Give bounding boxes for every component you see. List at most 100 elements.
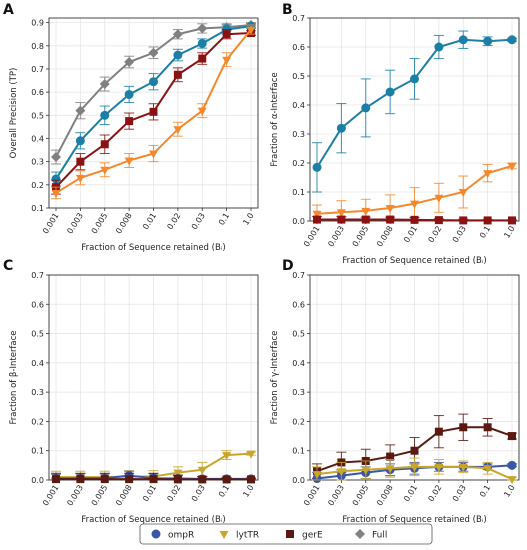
y-tick-label: 0.4 <box>292 359 305 368</box>
y-tick-label: 0.4 <box>31 134 44 143</box>
data-point <box>173 469 183 478</box>
panel-C: C 0.0 0.1 0.2 0.3 0.4 0.5 0.6 0.7 0.001 0.003 0.005… <box>3 258 259 525</box>
data-point <box>458 463 468 472</box>
data-point <box>507 35 517 45</box>
x-axis-label: Fraction of Sequence retained (Bᵢ) <box>81 243 225 253</box>
y-tick-label: 0.2 <box>292 159 305 168</box>
y-tick-label: 0.1 <box>31 447 44 456</box>
x-axis-label: Fraction of Sequence retained (Bᵢ) <box>342 256 486 266</box>
data-point <box>125 117 134 126</box>
legend-marker <box>151 529 161 539</box>
legend-marker <box>355 529 365 539</box>
y-tick-label: 0.6 <box>292 43 305 52</box>
y-tick-label: 0.1 <box>292 447 305 456</box>
x-tick-label: 0.01 <box>141 483 158 503</box>
x-tick-label: 0.02 <box>165 483 182 503</box>
legend-marker <box>219 531 229 539</box>
y-axis-label: Fraction of α-Interface <box>270 72 280 166</box>
data-point <box>149 107 158 116</box>
data-point <box>222 452 232 461</box>
legend-item: gerE <box>286 530 323 541</box>
legend-marker <box>286 530 294 538</box>
data-point <box>361 103 371 113</box>
data-point <box>483 170 493 179</box>
series <box>312 30 517 193</box>
data-point <box>385 87 395 97</box>
data-point <box>508 432 516 441</box>
legend-label: lytTR <box>236 531 259 541</box>
data-point <box>75 174 85 183</box>
data-point <box>410 215 419 224</box>
x-tick-label: 0.1 <box>217 483 231 499</box>
data-point <box>247 475 255 484</box>
legend-item: ompR <box>151 529 194 541</box>
data-point <box>125 475 134 484</box>
x-tick-label: 0.01 <box>402 483 419 503</box>
data-point <box>483 36 493 46</box>
x-tick-label: 0.005 <box>90 483 110 507</box>
series <box>312 215 517 225</box>
data-point <box>75 105 86 116</box>
x-tick-label: 0.03 <box>190 211 207 231</box>
data-point <box>76 157 85 166</box>
data-point <box>336 123 346 133</box>
legend-label: ompR <box>168 531 194 541</box>
y-tick-label: 0.7 <box>31 65 44 74</box>
y-tick-label: 0.2 <box>292 417 305 426</box>
data-point <box>197 107 207 116</box>
data-point <box>222 475 231 484</box>
x-tick-label: 0.005 <box>351 483 371 507</box>
y-tick-label: 0.8 <box>31 42 44 51</box>
legend-item: lytTR <box>219 531 259 541</box>
data-point <box>52 475 60 484</box>
y-axis-label: Fraction of γ-Interface <box>270 331 280 425</box>
x-tick-label: 0.1 <box>478 483 492 499</box>
panel-label: A <box>3 2 14 18</box>
data-point <box>100 166 110 175</box>
data-point <box>124 89 134 99</box>
data-point <box>173 70 182 79</box>
y-tick-label: 0.6 <box>31 88 44 97</box>
data-point <box>434 463 444 472</box>
panel-label: D <box>282 258 294 274</box>
data-point <box>197 38 207 48</box>
x-tick-label: 0.005 <box>90 211 110 235</box>
data-point <box>222 30 231 39</box>
data-point <box>507 460 517 470</box>
data-point <box>100 110 110 120</box>
data-point <box>385 465 395 474</box>
data-point <box>336 209 346 218</box>
data-point <box>76 475 85 484</box>
x-tick-label: 0.003 <box>65 211 85 235</box>
y-tick-label: 0.9 <box>31 19 44 28</box>
data-point <box>149 475 158 484</box>
data-point <box>99 79 110 90</box>
x-tick-label: 0.02 <box>426 224 443 244</box>
data-point <box>149 77 158 87</box>
x-tick-label: 0.01 <box>141 211 158 231</box>
data-point <box>410 463 419 472</box>
x-tick-label: 0.03 <box>451 224 468 244</box>
data-point <box>434 42 444 52</box>
x-tick-label: 0.001 <box>302 483 322 507</box>
y-tick-label: 0.7 <box>292 271 305 280</box>
data-point <box>410 446 419 455</box>
data-point <box>124 57 135 68</box>
x-tick-label: 0.1 <box>478 224 492 240</box>
data-point <box>483 216 492 225</box>
y-tick-label: 0.4 <box>292 101 305 110</box>
data-point <box>222 56 232 65</box>
panel-D: D 0.0 0.1 0.2 0.3 0.4 0.5 0.6 0.7 0.001 0.003 0.005… <box>270 258 520 525</box>
data-point <box>458 189 468 197</box>
data-point <box>507 476 517 485</box>
data-point <box>434 194 444 203</box>
y-tick-label: 0.7 <box>292 14 305 23</box>
x-tick-label: 0.01 <box>402 224 419 244</box>
x-tick-label: 0.03 <box>190 483 207 503</box>
series <box>312 457 517 485</box>
x-tick-label: 0.008 <box>375 483 395 507</box>
x-tick-label: 0.003 <box>326 483 346 507</box>
x-tick-label: 0.001 <box>41 211 61 235</box>
data-point <box>173 126 183 135</box>
